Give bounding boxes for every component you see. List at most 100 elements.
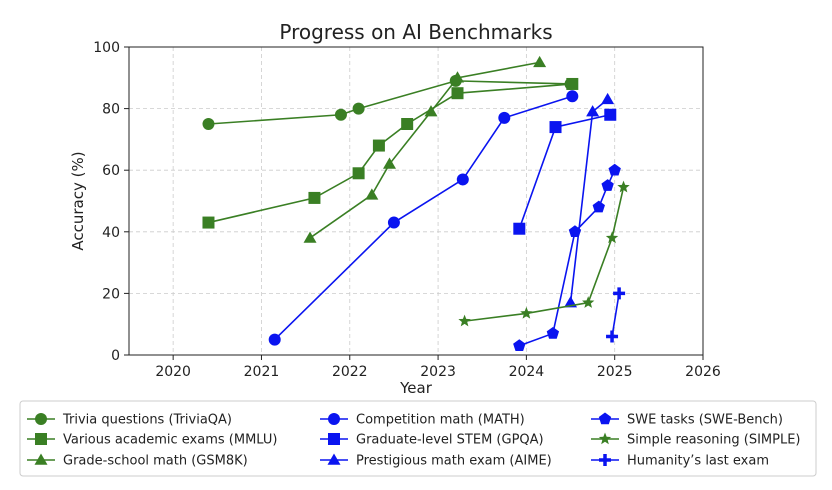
data-point-star [458,314,471,327]
legend-marker-circle [35,413,47,425]
series-grade-school-math-gsm8k [303,55,547,243]
data-point-square [604,108,617,121]
series-line [274,95,573,341]
data-point-pentagon [592,200,605,213]
data-point-circle [456,173,469,186]
data-point-circle [566,90,579,103]
legend-marker-plus [599,454,611,466]
legend-marker-star [598,432,612,445]
legend-item: Grade-school math (GSM8K) [27,453,248,469]
legend-label: Simple reasoning (SIMPLE) [627,433,801,448]
data-point-circle [387,216,400,229]
data-point-square [451,87,464,100]
data-point-square [401,118,414,130]
data-point-square [372,139,385,152]
legend-item: SWE tasks (SWE-Bench) [591,412,783,428]
legend-label: Trivia questions (TriviaQA) [62,413,232,428]
legend-item: Graduate-level STEM (GPQA) [320,433,544,448]
x-tick-label: 2024 [509,364,545,380]
legend-label: Competition math (MATH) [356,413,525,428]
x-axis-title: Year [399,379,433,397]
y-tick-label: 0 [111,348,120,364]
data-point-square [308,191,321,204]
data-point-plus [606,330,619,343]
legend-marker-square [328,433,340,445]
legend-item: Trivia questions (TriviaQA) [27,413,232,428]
data-point-triangle [533,55,547,68]
data-point-circle [498,111,511,124]
legend-item: Simple reasoning (SIMPLE) [591,432,801,448]
series-graduate-level-stem-gpqa [513,108,617,235]
data-point-pentagon [513,339,526,352]
x-tick-label: 2022 [332,364,368,380]
data-point-triangle [451,71,464,83]
data-point-star [617,180,630,193]
data-point-circle [202,118,215,130]
series-line [208,80,571,125]
y-tick-label: 40 [102,225,120,241]
series-swe-tasks-swe-bench [513,163,621,352]
legend-label: SWE tasks (SWE-Bench) [627,413,783,428]
data-point-star [582,296,595,308]
legend-item: Prestigious math exam (AIME) [320,453,552,469]
data-point-triangle [586,105,600,117]
data-point-square [513,222,526,235]
data-point-triangle [424,105,438,117]
ticks-layer: 2020 2021 2022 2023 2024 2025 2026 0 20 40 60 80 100 [93,40,721,380]
data-point-triangle [365,188,379,200]
legend-marker-circle [328,413,340,425]
x-tick-label: 2023 [420,364,456,380]
legend-item: Humanity’s last exam [591,454,769,469]
series-various-academic-exams-mmlu [202,77,579,229]
legend-marker-triangle [34,453,48,465]
data-point-square [202,216,215,229]
series-line [208,83,573,224]
legend-item: Various academic exams (MMLU) [27,433,277,448]
data-point-circle [268,333,281,346]
data-point-pentagon [608,163,621,176]
legend-marker-triangle [327,453,341,465]
data-point-square [566,77,579,90]
y-tick-label: 60 [102,163,120,179]
series-line [611,293,620,337]
series-line [309,61,540,239]
data-point-circle [352,102,365,115]
series-layer [202,55,630,352]
data-point-star [520,306,533,319]
legend-label: Prestigious math exam (AIME) [356,454,552,469]
legend-marker-square [35,433,47,445]
chart-title: Progress on AI Benchmarks [279,20,552,44]
x-tick-label: 2025 [597,364,633,380]
legend-item: Competition math (MATH) [320,413,525,428]
x-tick-label: 2026 [685,364,721,380]
legend-marker-pentagon [598,412,612,425]
y-tick-label: 80 [102,102,120,118]
series-prestigious-math-exam-aime [564,92,615,308]
data-point-triangle [383,157,396,169]
series-humanity-s-last-exam [606,287,626,343]
data-point-circle [334,108,347,121]
x-tick-label: 2021 [244,364,280,380]
series-competition-math-math [268,90,579,346]
data-point-pentagon [546,326,560,339]
y-tick-label: 100 [93,40,120,56]
data-point-square [549,121,562,134]
data-point-pentagon [601,179,614,191]
plot-frame [128,46,704,356]
y-tick-label: 20 [102,286,120,302]
series-trivia-questions-triviaqa [202,74,577,130]
data-point-pentagon [568,225,582,238]
data-point-square [352,167,365,180]
legend: Trivia questions (TriviaQA) Various acade… [19,400,817,477]
legend-label: Various academic exams (MMLU) [63,433,277,448]
data-point-plus [613,287,626,300]
data-point-triangle [601,92,615,105]
x-tick-label: 2020 [155,364,191,380]
y-axis-title: Accuracy (%) [69,151,87,250]
legend-label: Grade-school math (GSM8K) [63,454,248,469]
series-line [519,169,616,347]
data-point-star [605,231,619,244]
legend-label: Graduate-level STEM (GPQA) [356,433,544,448]
